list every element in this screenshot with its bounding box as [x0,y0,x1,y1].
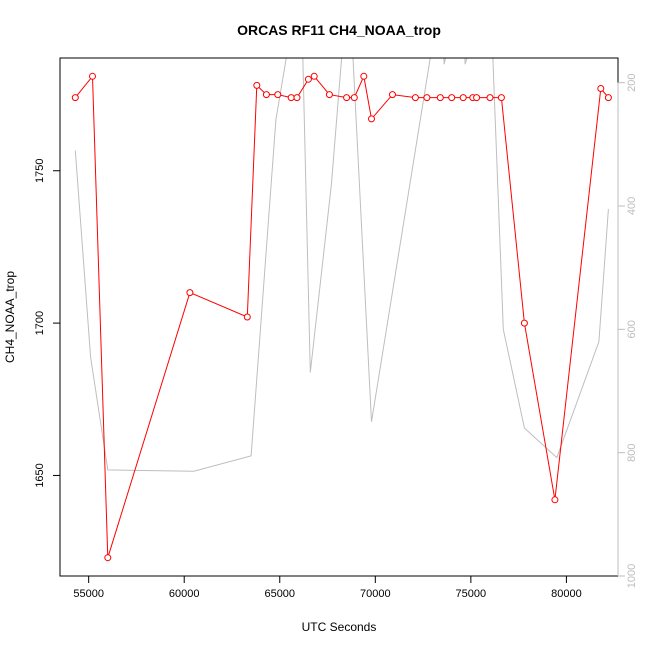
ch4-point [350,94,358,102]
ch4-point [262,91,270,99]
y2-tick-label: 200 [626,73,638,91]
x-tick-label: 60000 [169,588,200,600]
plot-frame [59,57,619,577]
x-tick-label: 80000 [551,588,582,600]
x-axis-label: UTC Seconds [302,620,377,634]
ch4-point [486,94,494,102]
ch4-point [459,94,467,102]
right-pressure-axis: 200 400 600 800 1000 [617,73,638,588]
ch4-point [551,496,559,504]
chart-title: ORCAS RF11 CH4_NOAA_trop [237,22,441,38]
ch4-point [389,91,396,99]
y-tick-label: 1750 [34,158,46,182]
ch4-point [597,85,605,92]
x-tick-label: 65000 [264,588,295,600]
y2-tick-label: 800 [626,443,638,461]
ch4-point [293,94,301,102]
ch4-point [604,94,612,102]
ch4-point [310,72,318,80]
x-tick-label: 70000 [360,588,391,600]
ch4-point [368,115,375,123]
ch4-point [473,94,481,102]
ch4-point [89,72,96,80]
ch4-point [325,91,333,99]
pressure-series [74,58,609,472]
ch4-point [497,94,505,102]
ch4-point [360,72,368,80]
y-axis: 1650 1700 1750 [34,158,61,488]
ch4-point [520,319,528,327]
y-tick-label: 1700 [34,311,46,335]
pressure-line [74,58,609,472]
ch4-point [243,313,251,321]
y-axis-label: CH4_NOAA_trop [3,271,17,363]
ch4-series [71,72,612,562]
ch4-point [71,94,79,102]
ch4-line [74,74,609,558]
ch4-point [448,94,456,102]
x-tick-label: 75000 [456,588,487,600]
y2-tick-label: 600 [626,320,638,338]
ch4-point [104,554,112,562]
y2-tick-label: 1000 [626,564,638,588]
x-tick-label: 55000 [73,588,104,600]
y2-tick-label: 400 [626,197,638,215]
y-tick-label: 1650 [34,463,46,487]
ch4-point [343,94,351,102]
ch4-point [423,94,431,102]
ch4-point [253,81,261,89]
ch4-point [287,94,295,102]
ch4-point [411,94,419,102]
x-axis: 55000 60000 65000 70000 75000 80000 [73,575,582,600]
ch4-point [436,94,444,102]
ch4-point [304,75,312,83]
ch4-point [274,91,282,99]
ch4-point [186,289,194,297]
